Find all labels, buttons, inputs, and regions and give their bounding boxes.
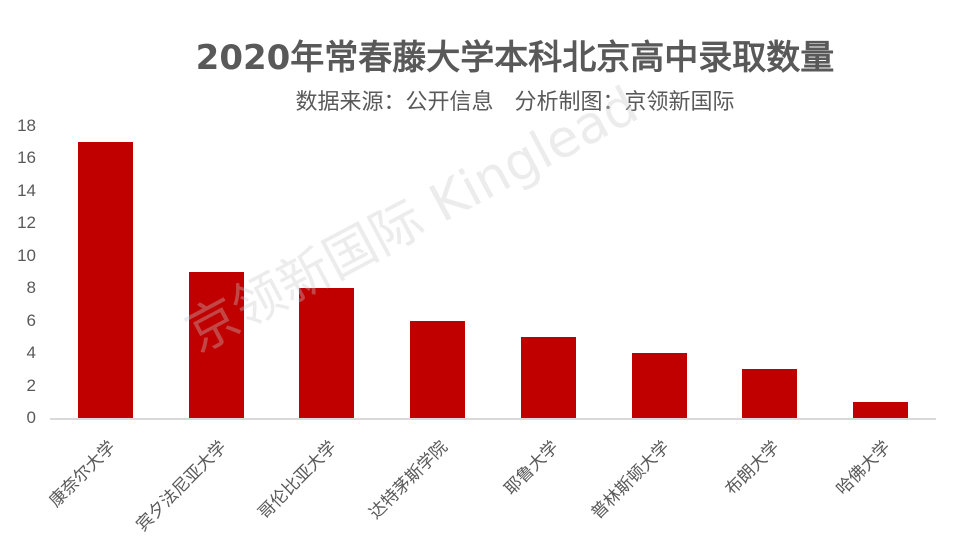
bar xyxy=(742,369,798,418)
x-tick-label: 普林斯顿大学 xyxy=(587,437,674,524)
y-tick-label: 8 xyxy=(26,278,36,298)
y-tick-label: 16 xyxy=(17,148,36,168)
bar xyxy=(188,272,244,418)
x-axis-line xyxy=(50,418,936,420)
x-tick-label: 布朗大学 xyxy=(721,437,785,500)
y-tick-label: 12 xyxy=(17,213,36,233)
x-tick-label: 康奈尔大学 xyxy=(45,437,120,512)
y-tick-label: 10 xyxy=(17,245,36,265)
x-tick-label: 哈佛大学 xyxy=(832,437,895,500)
x-tick-label: 耶鲁大学 xyxy=(500,437,563,500)
chart-title: 2020年常春藤大学本科北京高中录取数量 xyxy=(195,38,835,78)
bar xyxy=(631,353,687,418)
x-tick-label: 达特茅斯学院 xyxy=(365,437,452,524)
bar xyxy=(78,142,133,418)
y-tick-label: 18 xyxy=(17,116,36,135)
y-tick-label: 0 xyxy=(26,408,36,427)
x-tick-label: 哥伦比亚大学 xyxy=(254,437,342,524)
bar xyxy=(410,320,466,418)
y-tick-label: 6 xyxy=(26,310,36,330)
chart-subtitle: 数据来源：公开信息 分析制图：京领新国际 xyxy=(295,90,735,115)
bar xyxy=(520,336,576,418)
y-tick-label: 4 xyxy=(26,343,36,363)
bar xyxy=(852,401,908,418)
bar xyxy=(299,288,355,418)
x-tick-label: 宾夕法尼亚大学 xyxy=(132,437,231,536)
y-tick-label: 2 xyxy=(26,375,36,395)
y-tick-label: 14 xyxy=(17,180,36,200)
